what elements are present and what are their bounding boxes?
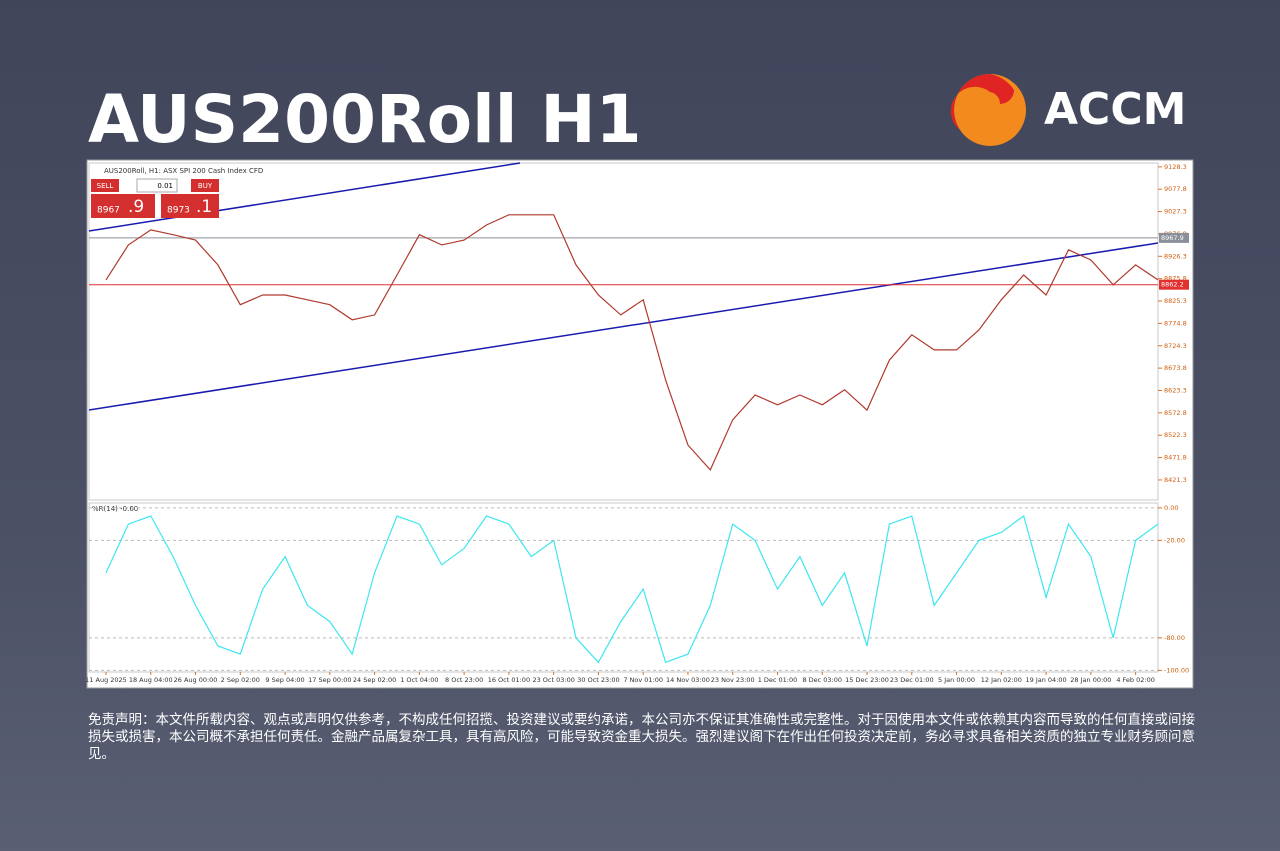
- x-tick-label: 23 Oct 03:00: [532, 676, 574, 684]
- x-tick-label: 1 Dec 01:00: [758, 676, 798, 684]
- x-tick-label: 14 Nov 03:00: [666, 676, 710, 684]
- x-tick-label: 8 Dec 03:00: [802, 676, 842, 684]
- y-tick-label: 8875.8: [1164, 275, 1187, 283]
- channel-line: [88, 242, 1159, 411]
- x-tick-label: 2 Sep 02:00: [221, 676, 260, 684]
- series-line: [105, 515, 1159, 664]
- logo-text: ACCM: [1044, 84, 1186, 135]
- x-tick-label: 5 Jan 00:00: [938, 676, 975, 684]
- y-tick-label: 8724.3: [1164, 342, 1187, 350]
- sell-button[interactable]: [91, 179, 119, 192]
- price-tag: [1159, 232, 1189, 243]
- price-tag: [1159, 279, 1189, 290]
- disclaimer: 免责声明：本文件所载内容、观点或声明仅供参考，不构成任何招揽、投资建议或要约承诺…: [88, 712, 1195, 762]
- y-tick-label: -80.00: [1164, 634, 1185, 642]
- x-tick-label: 1 Oct 04:00: [400, 676, 438, 684]
- ask-box[interactable]: [161, 194, 219, 218]
- x-tick-label: 9 Sep 04:00: [265, 676, 304, 684]
- x-tick-label: 16 Oct 01:00: [488, 676, 530, 684]
- x-tick-label: 23 Nov 23:00: [711, 676, 755, 684]
- bid-price: 8967: [97, 206, 120, 216]
- buy-label: BUY: [198, 182, 213, 190]
- lot-input[interactable]: [136, 178, 178, 193]
- y-tick-label: 9077.8: [1164, 185, 1187, 193]
- logo-mark: [950, 73, 1014, 130]
- bid-box[interactable]: [91, 194, 155, 218]
- y-tick-label: 8825.3: [1164, 297, 1187, 305]
- y-tick-label: -20.00: [1164, 536, 1185, 544]
- x-tick-label: 28 Jan 00:00: [1070, 676, 1111, 684]
- plot-frame: [88, 162, 1159, 501]
- x-tick-label: 7 Nov 01:00: [623, 676, 663, 684]
- channel-line: [88, 162, 521, 232]
- y-tick-label: 8774.8: [1164, 319, 1187, 327]
- symbol-title: AUS200Roll, H1: ASX SPI 200 Cash Index C…: [104, 167, 263, 175]
- indicator-title: %R(14) -0.60: [92, 505, 138, 513]
- y-tick-label: 8471.8: [1164, 454, 1187, 462]
- buy-button[interactable]: [191, 179, 219, 192]
- x-tick-label: 30 Oct 23:00: [577, 676, 619, 684]
- y-tick-label: 9027.3: [1164, 208, 1187, 216]
- x-tick-label: 12 Jan 02:00: [981, 676, 1022, 684]
- plot-frame: [88, 502, 1159, 673]
- price-tag-label: 8967.9: [1161, 234, 1184, 242]
- page-title: AUS200Roll H1: [88, 81, 642, 158]
- x-tick-label: 4 Feb 02:00: [1116, 676, 1155, 684]
- lot-value: 0.01: [157, 182, 173, 190]
- x-tick-label: 23 Dec 01:00: [890, 676, 934, 684]
- y-tick-label: 9128.3: [1164, 163, 1187, 171]
- x-tick-label: 19 Jan 04:00: [1026, 676, 1067, 684]
- series-line: [105, 214, 1159, 471]
- y-tick-label: 8623.3: [1164, 386, 1187, 394]
- y-tick-label: -100.00: [1164, 666, 1189, 674]
- y-tick-label: 8522.3: [1164, 431, 1187, 439]
- x-tick-label: 24 Sep 02:00: [353, 676, 396, 684]
- x-tick-label: 8 Oct 23:00: [445, 676, 483, 684]
- chart-panel: [86, 159, 1194, 689]
- y-tick-label: 8572.8: [1164, 409, 1187, 417]
- y-tick-label: 8421.3: [1164, 476, 1187, 484]
- y-tick-label: 8673.8: [1164, 364, 1187, 372]
- x-tick-label: 26 Aug 00:00: [174, 676, 218, 684]
- x-tick-label: 18 Aug 04:00: [129, 676, 173, 684]
- y-tick-label: 8926.3: [1164, 252, 1187, 260]
- x-tick-label: 17 Sep 00:00: [308, 676, 351, 684]
- sell-label: SELL: [97, 182, 114, 190]
- bid-pip: .9: [128, 197, 144, 217]
- ask-pip: .1: [196, 197, 212, 217]
- y-tick-label: 0.00: [1164, 504, 1178, 512]
- x-tick-label: 15 Dec 23:00: [845, 676, 889, 684]
- ask-price: 8973: [167, 206, 190, 216]
- x-tick-label: 11 Aug 2025: [85, 676, 127, 684]
- price-tag-label: 8862.2: [1161, 281, 1184, 289]
